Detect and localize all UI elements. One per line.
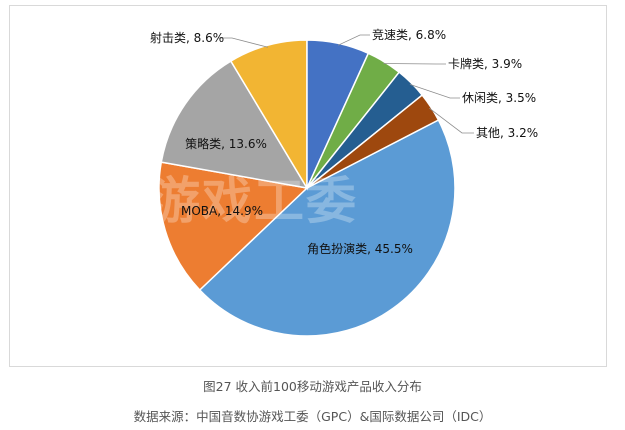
leader-line-6 bbox=[383, 63, 446, 65]
slice-label-8: 其他, 3.2% bbox=[476, 126, 538, 140]
figure-caption: 图27 收入前100移动游戏产品收入分布 bbox=[203, 379, 422, 394]
pie-chart: 游戏工委 角色扮演类, 45.5% MOBA, 14.9% 策略类, 13.6% 射击… bbox=[150, 28, 538, 337]
slice-label-6: 卡牌类, 3.9% bbox=[448, 57, 522, 71]
source-note: 数据来源：中国音数协游戏工委（GPC）&国际数据公司（IDC） bbox=[133, 409, 492, 424]
slice-label-3: 策略类, 13.6% bbox=[185, 136, 267, 151]
leader-line-7 bbox=[409, 84, 460, 99]
pie-slice-1 bbox=[198, 118, 456, 337]
pie-slice-3 bbox=[160, 60, 309, 190]
slice-label-1: 角色扮演类, 45.5% bbox=[307, 241, 413, 256]
slice-label-7: 休闲类, 3.5% bbox=[462, 91, 536, 105]
leader-line-8 bbox=[429, 107, 474, 134]
pie-slice-8 bbox=[306, 94, 440, 189]
chart-frame: 游戏工委 角色扮演类, 45.5% MOBA, 14.9% 策略类, 13.6% 射击… bbox=[9, 5, 607, 367]
leader-line-4 bbox=[218, 37, 269, 48]
pie-slice-2 bbox=[158, 161, 309, 292]
slice-label-2: MOBA, 14.9% bbox=[181, 204, 263, 218]
watermark: 游戏工委 bbox=[150, 172, 358, 230]
slice-label-5: 竞速类, 6.8% bbox=[372, 28, 446, 42]
leader-line-5 bbox=[337, 34, 370, 46]
slice-label-4: 射击类, 8.6% bbox=[150, 30, 224, 45]
